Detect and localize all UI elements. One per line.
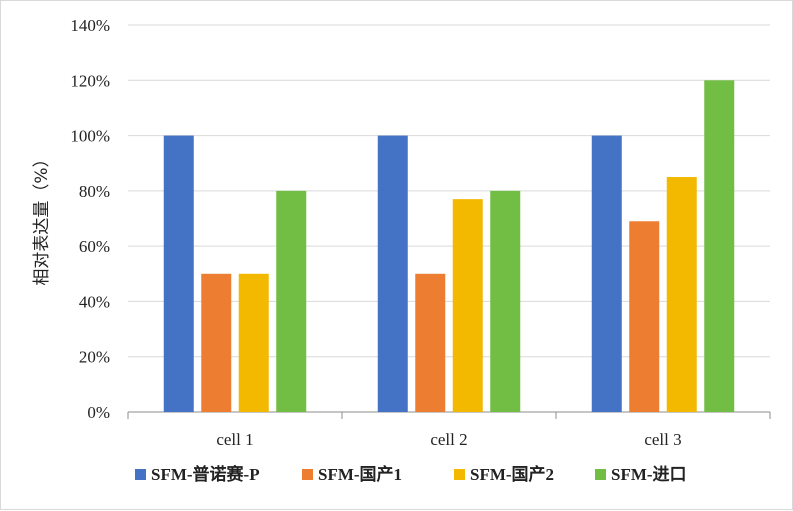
gridlines	[128, 24, 770, 358]
y-axis-label: 相对表达量（%）	[32, 150, 52, 285]
legend-label: SFM-国产1	[318, 464, 402, 484]
x-tick-label: cell 3	[644, 430, 681, 449]
y-tick-label: 100%	[70, 127, 110, 146]
y-tick-label: 120%	[70, 71, 110, 90]
legend-swatch	[135, 469, 146, 480]
bar	[591, 135, 622, 413]
legend-label: SFM-普诺赛-P	[151, 464, 260, 484]
bar	[666, 177, 697, 412]
y-tick-label: 80%	[79, 182, 110, 201]
legend-swatch	[595, 469, 606, 480]
legend: SFM-普诺赛-P SFM-国产1 SFM-国产2 SFM-进口	[135, 464, 687, 484]
bar	[276, 190, 307, 412]
x-tick-labels: cell 1 cell 2 cell 3	[216, 430, 681, 449]
bars	[163, 80, 735, 413]
bar	[238, 273, 269, 412]
legend-label: SFM-进口	[611, 465, 687, 484]
bar	[415, 273, 446, 412]
bar	[629, 221, 660, 412]
bar	[377, 135, 408, 413]
y-tick-label: 140%	[70, 16, 110, 35]
y-tick-label: 0%	[87, 403, 110, 422]
bar	[490, 190, 521, 412]
y-tick-labels: 0% 20% 40% 60% 80% 100% 120% 140%	[70, 16, 110, 422]
x-tick-label: cell 2	[430, 430, 467, 449]
y-tick-label: 20%	[79, 348, 110, 367]
x-tick-label: cell 1	[216, 430, 253, 449]
bar	[704, 80, 735, 413]
y-tick-label: 60%	[79, 237, 110, 256]
y-tick-label: 40%	[79, 292, 110, 311]
bar	[452, 199, 483, 412]
legend-swatch	[454, 469, 465, 480]
legend-swatch	[302, 469, 313, 480]
legend-label: SFM-国产2	[470, 464, 554, 484]
axes	[127, 411, 771, 419]
bar	[163, 135, 194, 413]
bar	[201, 273, 232, 412]
